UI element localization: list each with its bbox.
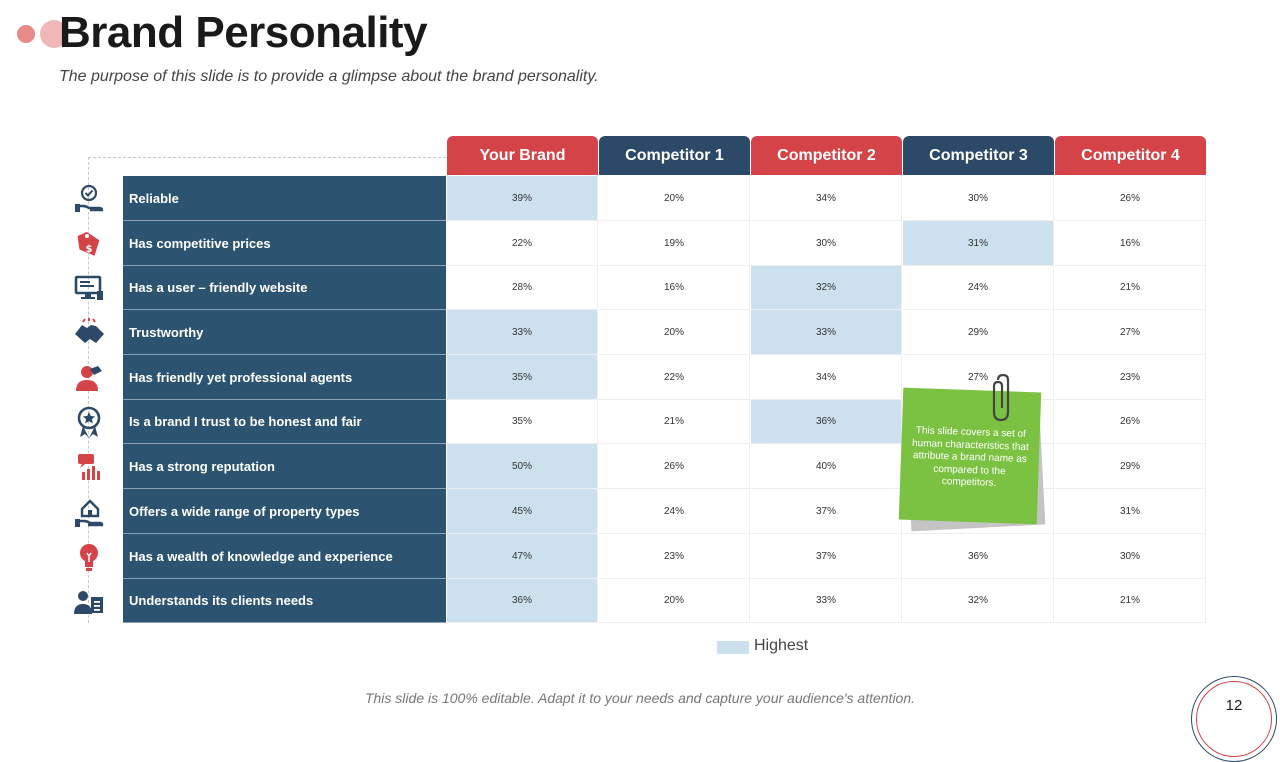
table-cell: 26% (1055, 176, 1206, 221)
column-header-5: Competitor 4 (1055, 136, 1206, 175)
column-header-2: Competitor 1 (599, 136, 750, 175)
row-label: Has a wealth of knowledge and experience (123, 534, 446, 579)
table-cell: 21% (599, 400, 750, 444)
chart-icon (78, 453, 100, 480)
table-cell: 32% (903, 579, 1054, 623)
table-cell: 35% (447, 355, 598, 400)
hand-check-icon (75, 184, 104, 212)
paperclip-icon (992, 374, 1010, 422)
table-cell: 24% (599, 489, 750, 534)
table-cell: 33% (447, 310, 598, 355)
table-cell: 19% (599, 221, 750, 266)
badge-star-icon (77, 406, 101, 438)
table-cell: 34% (751, 176, 902, 221)
table-cell: 20% (599, 579, 750, 623)
row-label: Has a strong reputation (123, 444, 446, 489)
page-subtitle: The purpose of this slide is to provide … (59, 68, 599, 85)
table-cell: 22% (599, 355, 750, 400)
table-cell: 31% (903, 221, 1054, 266)
row-label: Is a brand I trust to be honest and fair (123, 400, 446, 444)
table-cell (903, 489, 1054, 534)
row-label: Offers a wide range of property types (123, 489, 446, 534)
footer-text: This slide is 100% editable. Adapt it to… (364, 690, 916, 706)
house-hand-icon (75, 498, 104, 527)
table-cell: 23% (599, 534, 750, 579)
table-cell: 40% (751, 444, 902, 489)
page-ring-inner (1196, 681, 1272, 757)
row-label: Reliable (123, 176, 446, 221)
page-title: Brand Personality (59, 8, 428, 57)
computer-icon (74, 275, 103, 300)
table-cell: 36% (447, 579, 598, 623)
sticky-note: This slide covers a set of human charact… (898, 387, 1042, 525)
table-cell: 45% (447, 489, 598, 534)
table-cell: 20% (599, 310, 750, 355)
table-cell: 50% (447, 444, 598, 489)
legend-label: Highest (754, 637, 809, 654)
table-cell: 22% (447, 221, 598, 266)
column-header-1: Your Brand (447, 136, 598, 175)
table-cell: 34% (751, 355, 902, 400)
table-cell: 35% (447, 400, 598, 444)
price-tag-icon: $ (77, 231, 100, 256)
table-cell: 28% (447, 266, 598, 310)
table-cell: 23% (1055, 355, 1206, 400)
table-cell: 21% (1055, 579, 1206, 623)
agent-icon (76, 365, 102, 391)
row-label: Understands its clients needs (123, 579, 446, 623)
table-cell: 32% (751, 266, 902, 310)
row-label: Has competitive prices (123, 221, 446, 266)
column-header-4: Competitor 3 (903, 136, 1054, 175)
table-cell: 30% (903, 176, 1054, 221)
table-cell: 26% (1055, 400, 1206, 444)
page-number: 12 (1225, 697, 1243, 714)
table-cell: 36% (903, 534, 1054, 579)
table-cell: 39% (447, 176, 598, 221)
table-cell: 47% (447, 534, 598, 579)
table-cell: 29% (1055, 444, 1206, 489)
handshake-icon (75, 317, 104, 343)
table-cell: 20% (599, 176, 750, 221)
table-cell: 36% (751, 400, 902, 444)
connector-line-horizontal (88, 157, 446, 158)
table-cell: 21% (1055, 266, 1206, 310)
table-cell: 27% (1055, 310, 1206, 355)
row-label: Trustworthy (123, 310, 446, 355)
table-cell: 31% (1055, 489, 1206, 534)
table-cell: 26% (599, 444, 750, 489)
table-cell: 16% (1055, 221, 1206, 266)
client-icon (74, 591, 103, 614)
lightbulb-icon (80, 543, 98, 571)
table-cell: 24% (903, 266, 1054, 310)
table-cell: 30% (751, 221, 902, 266)
table-cell: 29% (903, 310, 1054, 355)
table-cell: 30% (1055, 534, 1206, 579)
table-cell: 33% (751, 310, 902, 355)
column-header-3: Competitor 2 (751, 136, 902, 175)
decor-dot-small (17, 25, 35, 43)
table-cell: 33% (751, 579, 902, 623)
legend-swatch-highest (717, 641, 749, 654)
table-cell: 16% (599, 266, 750, 310)
svg-text:$: $ (86, 244, 93, 255)
table-cell: 37% (751, 489, 902, 534)
row-label: Has friendly yet professional agents (123, 355, 446, 400)
table-cell: 37% (751, 534, 902, 579)
decor-dot-large (40, 20, 68, 48)
row-label: Has a user – friendly website (123, 266, 446, 310)
